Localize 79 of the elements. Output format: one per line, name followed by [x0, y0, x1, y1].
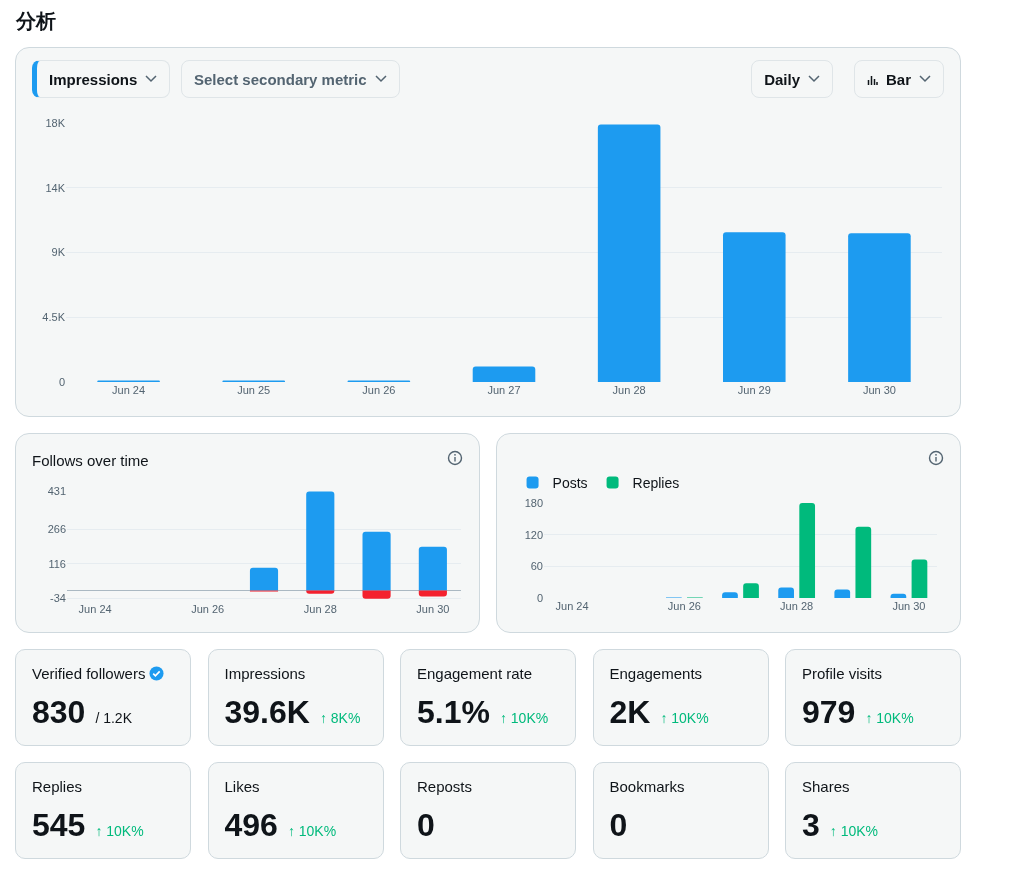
bar — [778, 587, 794, 598]
bar — [306, 491, 335, 591]
x-tick-label: Jun 24 — [78, 603, 112, 615]
x-tick-label: Jun 26 — [362, 384, 396, 396]
bar — [799, 503, 816, 598]
y-tick-label: 116 — [48, 557, 66, 570]
bar — [743, 583, 759, 598]
category-label: Replies — [32, 778, 83, 795]
text: Daily — [764, 70, 800, 88]
text: ↑ 10K% — [829, 823, 879, 839]
x-tick-label: Jun 28 — [612, 384, 646, 396]
data-label: 39.6K — [224, 694, 310, 731]
bar — [249, 567, 279, 591]
bar — [723, 232, 786, 382]
y-tick-label: 0 — [58, 375, 65, 388]
data-label: 0 — [609, 807, 628, 844]
category-label: Verified followers — [32, 665, 146, 682]
chart-title: Follows over time — [32, 452, 149, 469]
data-label: 830 — [32, 694, 86, 731]
bar — [472, 366, 536, 382]
category-label: Engagement rate — [417, 665, 533, 682]
x-tick-label: Jun 28 — [303, 603, 337, 615]
x-tick-label: Jun 28 — [780, 600, 814, 612]
text: ↑ 10K% — [660, 710, 709, 726]
y-tick-label: 0 — [536, 591, 543, 604]
data-label: 2K — [609, 694, 651, 731]
text: Select secondary metric — [194, 70, 367, 88]
y-tick-label: 18K — [45, 116, 66, 129]
text: ↑ 10K% — [499, 710, 549, 726]
text: ↑ 10K% — [865, 710, 914, 726]
x-tick-label: Jun 24 — [112, 384, 146, 396]
bar — [855, 526, 872, 598]
y-tick-label: 266 — [47, 522, 66, 535]
x-tick-label: Jun 27 — [487, 384, 521, 396]
bar — [418, 546, 447, 591]
text: ↑ 8K% — [319, 710, 361, 726]
category-label: Shares — [802, 778, 850, 795]
y-tick-label: 431 — [47, 484, 66, 497]
data-label: 545 — [32, 807, 86, 844]
y-tick-label: -34 — [50, 592, 66, 605]
x-tick-label: Jun 30 — [892, 600, 926, 612]
bar — [362, 590, 391, 599]
bar — [597, 124, 661, 382]
bar — [911, 559, 928, 598]
legend-label: Replies — [632, 474, 680, 491]
x-tick-label: Jun 25 — [237, 384, 271, 396]
text: Bar — [885, 70, 911, 88]
data-label: 496 — [224, 807, 278, 844]
y-tick-label: 120 — [524, 528, 543, 541]
x-tick-label: Jun 26 — [667, 600, 701, 612]
category-label: Engagements — [609, 665, 703, 682]
category-label: Impressions — [224, 665, 306, 682]
data-label: 979 — [802, 694, 856, 731]
bar — [362, 531, 391, 591]
x-tick-label: Jun 26 — [191, 603, 225, 615]
x-tick-label: Jun 29 — [737, 384, 771, 396]
y-tick-label: 60 — [530, 560, 543, 573]
chart-title: Impressions — [49, 70, 138, 88]
category-label: Reposts — [417, 778, 473, 795]
data-label: 5.1% — [417, 694, 490, 731]
category-label: Bookmarks — [609, 778, 685, 795]
legend-label: Posts — [552, 474, 588, 491]
x-tick-label: Jun 30 — [416, 603, 450, 615]
y-tick-label: 4.5K — [42, 311, 66, 324]
bar — [834, 589, 851, 598]
y-tick-label: 9K — [51, 246, 66, 259]
data-label: 0 — [417, 807, 435, 844]
x-tick-label: Jun 24 — [555, 600, 589, 612]
text: ↑ 10K% — [287, 823, 337, 839]
x-tick-label: Jun 30 — [862, 384, 896, 396]
category-label: Likes — [224, 778, 260, 795]
text: / 1.2K — [95, 710, 132, 726]
y-tick-label: 180 — [524, 496, 543, 509]
y-tick-label: 14K — [45, 181, 66, 194]
text: 分析 — [16, 9, 56, 34]
bar — [848, 233, 911, 382]
data-label: 3 — [802, 807, 820, 844]
text: ↑ 10K% — [95, 823, 144, 839]
category-label: Profile visits — [802, 665, 883, 682]
